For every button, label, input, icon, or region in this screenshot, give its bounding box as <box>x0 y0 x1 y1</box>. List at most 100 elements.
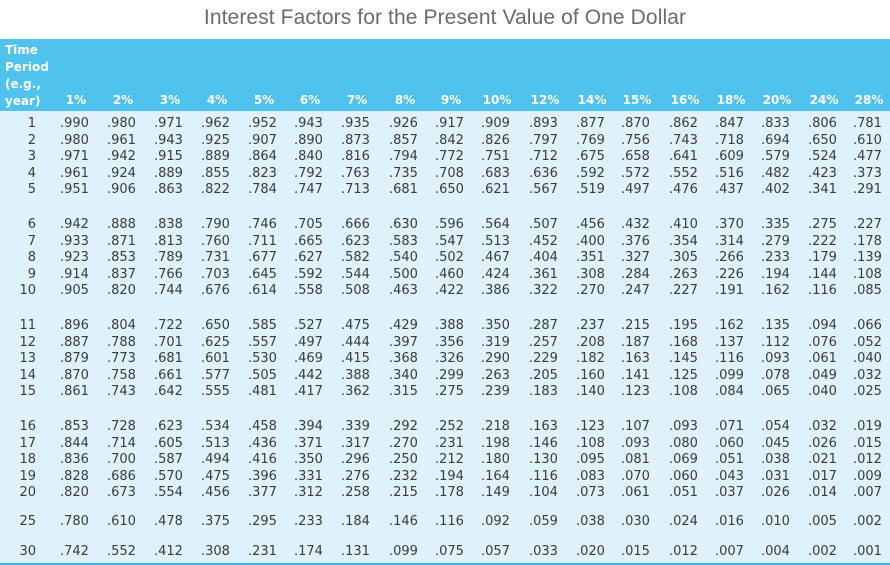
factor-cell: .790 <box>201 217 230 232</box>
factor-cell: .061 <box>621 485 650 500</box>
period-cell: 9 <box>27 267 36 282</box>
period-cell: 18 <box>19 452 36 467</box>
period-cell: 8 <box>27 250 36 265</box>
period-cell: 15 <box>19 384 36 399</box>
factor-cell: .794 <box>389 149 418 164</box>
factor-cell: .032 <box>808 419 837 434</box>
table-row: 19 .828 .686 .570 .475 .396 .331 .276 .232 .194 .1… <box>0 469 890 485</box>
factor-cell: .218 <box>481 419 510 434</box>
rate-column-header: 10% <box>482 93 512 107</box>
factor-cell: .773 <box>107 351 136 366</box>
factor-cell: .681 <box>154 351 183 366</box>
table-row: 10 .905 .820 .744 .676 .614 .558 .508 .463 .422 .3… <box>0 283 890 299</box>
factor-cell: .108 <box>853 267 882 282</box>
factor-cell: .060 <box>715 436 744 451</box>
factor-cell: .212 <box>435 452 464 467</box>
factor-cell: .797 <box>529 133 558 148</box>
factor-cell: .467 <box>481 250 510 265</box>
factor-cell: .456 <box>201 485 230 500</box>
factor-cell: .712 <box>529 149 558 164</box>
factor-cell: .675 <box>576 149 605 164</box>
factor-cell: .838 <box>154 217 183 232</box>
factor-cell: .700 <box>107 452 136 467</box>
factor-cell: .583 <box>389 234 418 249</box>
factor-cell: .033 <box>529 544 558 559</box>
factor-cell: .284 <box>621 267 650 282</box>
factor-cell: .621 <box>481 182 510 197</box>
factor-cell: .743 <box>107 384 136 399</box>
rate-column-header: 7% <box>346 93 368 107</box>
factor-cell: .085 <box>853 283 882 298</box>
factor-cell: .070 <box>621 469 650 484</box>
factor-cell: .163 <box>529 419 558 434</box>
factor-cell: .123 <box>621 384 650 399</box>
factor-cell: .178 <box>435 485 464 500</box>
factor-cell: .125 <box>669 368 698 383</box>
factor-cell: .004 <box>761 544 790 559</box>
factor-cell: .650 <box>201 318 230 333</box>
factor-cell: .194 <box>761 267 790 282</box>
factor-cell: .519 <box>576 182 605 197</box>
factor-cell: .397 <box>389 335 418 350</box>
rate-column-header: 24% <box>809 93 839 107</box>
factor-cell: .909 <box>481 116 510 131</box>
factor-cell: .630 <box>389 217 418 232</box>
factor-cell: .980 <box>60 133 89 148</box>
factor-cell: .012 <box>853 452 882 467</box>
factor-cell: .961 <box>107 133 136 148</box>
factor-cell: .075 <box>435 544 464 559</box>
factor-cell: .784 <box>248 182 277 197</box>
factor-cell: .742 <box>60 544 89 559</box>
factor-cell: .592 <box>576 166 605 181</box>
factor-cell: .375 <box>201 514 230 529</box>
factor-cell: .187 <box>621 335 650 350</box>
factor-cell: .415 <box>341 351 370 366</box>
factor-cell: .232 <box>389 469 418 484</box>
factor-cell: .666 <box>341 217 370 232</box>
factor-cell: .040 <box>808 384 837 399</box>
factor-cell: .257 <box>529 335 558 350</box>
factor-cell: .051 <box>669 485 698 500</box>
factor-cell: .840 <box>294 149 323 164</box>
factor-cell: .990 <box>60 116 89 131</box>
factor-cell: .099 <box>715 368 744 383</box>
factor-cell: .299 <box>435 368 464 383</box>
factor-cell: .914 <box>60 267 89 282</box>
factor-cell: .279 <box>761 234 790 249</box>
factor-cell: .060 <box>669 469 698 484</box>
factor-cell: .247 <box>621 283 650 298</box>
factor-cell: .863 <box>154 182 183 197</box>
factor-cell: .400 <box>576 234 605 249</box>
factor-cell: .423 <box>808 166 837 181</box>
rate-column-header: 5% <box>253 93 275 107</box>
factor-cell: .054 <box>761 419 790 434</box>
rate-column-header: 8% <box>394 93 416 107</box>
factor-cell: .010 <box>761 514 790 529</box>
factor-cell: .469 <box>294 351 323 366</box>
factor-cell: .722 <box>154 318 183 333</box>
factor-cell: .215 <box>621 318 650 333</box>
factor-cell: .371 <box>294 436 323 451</box>
factor-cell: .410 <box>669 217 698 232</box>
factor-cell: .275 <box>808 217 837 232</box>
factor-cell: .163 <box>621 351 650 366</box>
factor-cell: .555 <box>201 384 230 399</box>
factor-cell: .368 <box>389 351 418 366</box>
factor-cell: .231 <box>435 436 464 451</box>
factor-cell: .971 <box>60 149 89 164</box>
factor-cell: .896 <box>60 318 89 333</box>
factor-cell: .587 <box>154 452 183 467</box>
factor-cell: .828 <box>60 469 89 484</box>
rate-column-header: 3% <box>159 93 181 107</box>
factor-cell: .002 <box>853 514 882 529</box>
factor-cell: .788 <box>107 335 136 350</box>
factor-cell: .130 <box>529 452 558 467</box>
factor-cell: .547 <box>435 234 464 249</box>
factor-cell: .270 <box>576 283 605 298</box>
factor-cell: .713 <box>341 182 370 197</box>
factor-cell: .772 <box>435 149 464 164</box>
factor-cell: .059 <box>529 514 558 529</box>
factor-cell: .475 <box>201 469 230 484</box>
factor-cell: .952 <box>248 116 277 131</box>
factor-cell: .494 <box>201 452 230 467</box>
